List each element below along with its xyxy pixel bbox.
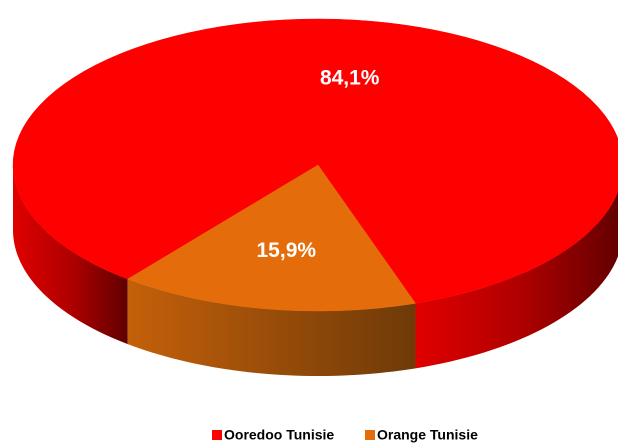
legend-swatch <box>212 430 222 440</box>
data-label: 84,1% <box>320 66 380 89</box>
pie-side <box>415 191 618 369</box>
pie-slice <box>127 164 416 312</box>
pie-sides <box>13 165 618 376</box>
pie-side <box>127 279 416 376</box>
legend-label: Orange Tunisie <box>377 427 478 443</box>
pie-side <box>13 165 128 345</box>
legend-swatch <box>365 430 375 440</box>
pie-slice <box>12 18 618 304</box>
legend-label: Ooredoo Tunisie <box>224 427 334 443</box>
pie-tops <box>12 18 618 312</box>
data-labels: 84,1% 15,9% <box>257 66 380 262</box>
legend: Ooredoo Tunisie Orange Tunisie <box>212 427 478 443</box>
data-label: 15,9% <box>257 239 317 262</box>
